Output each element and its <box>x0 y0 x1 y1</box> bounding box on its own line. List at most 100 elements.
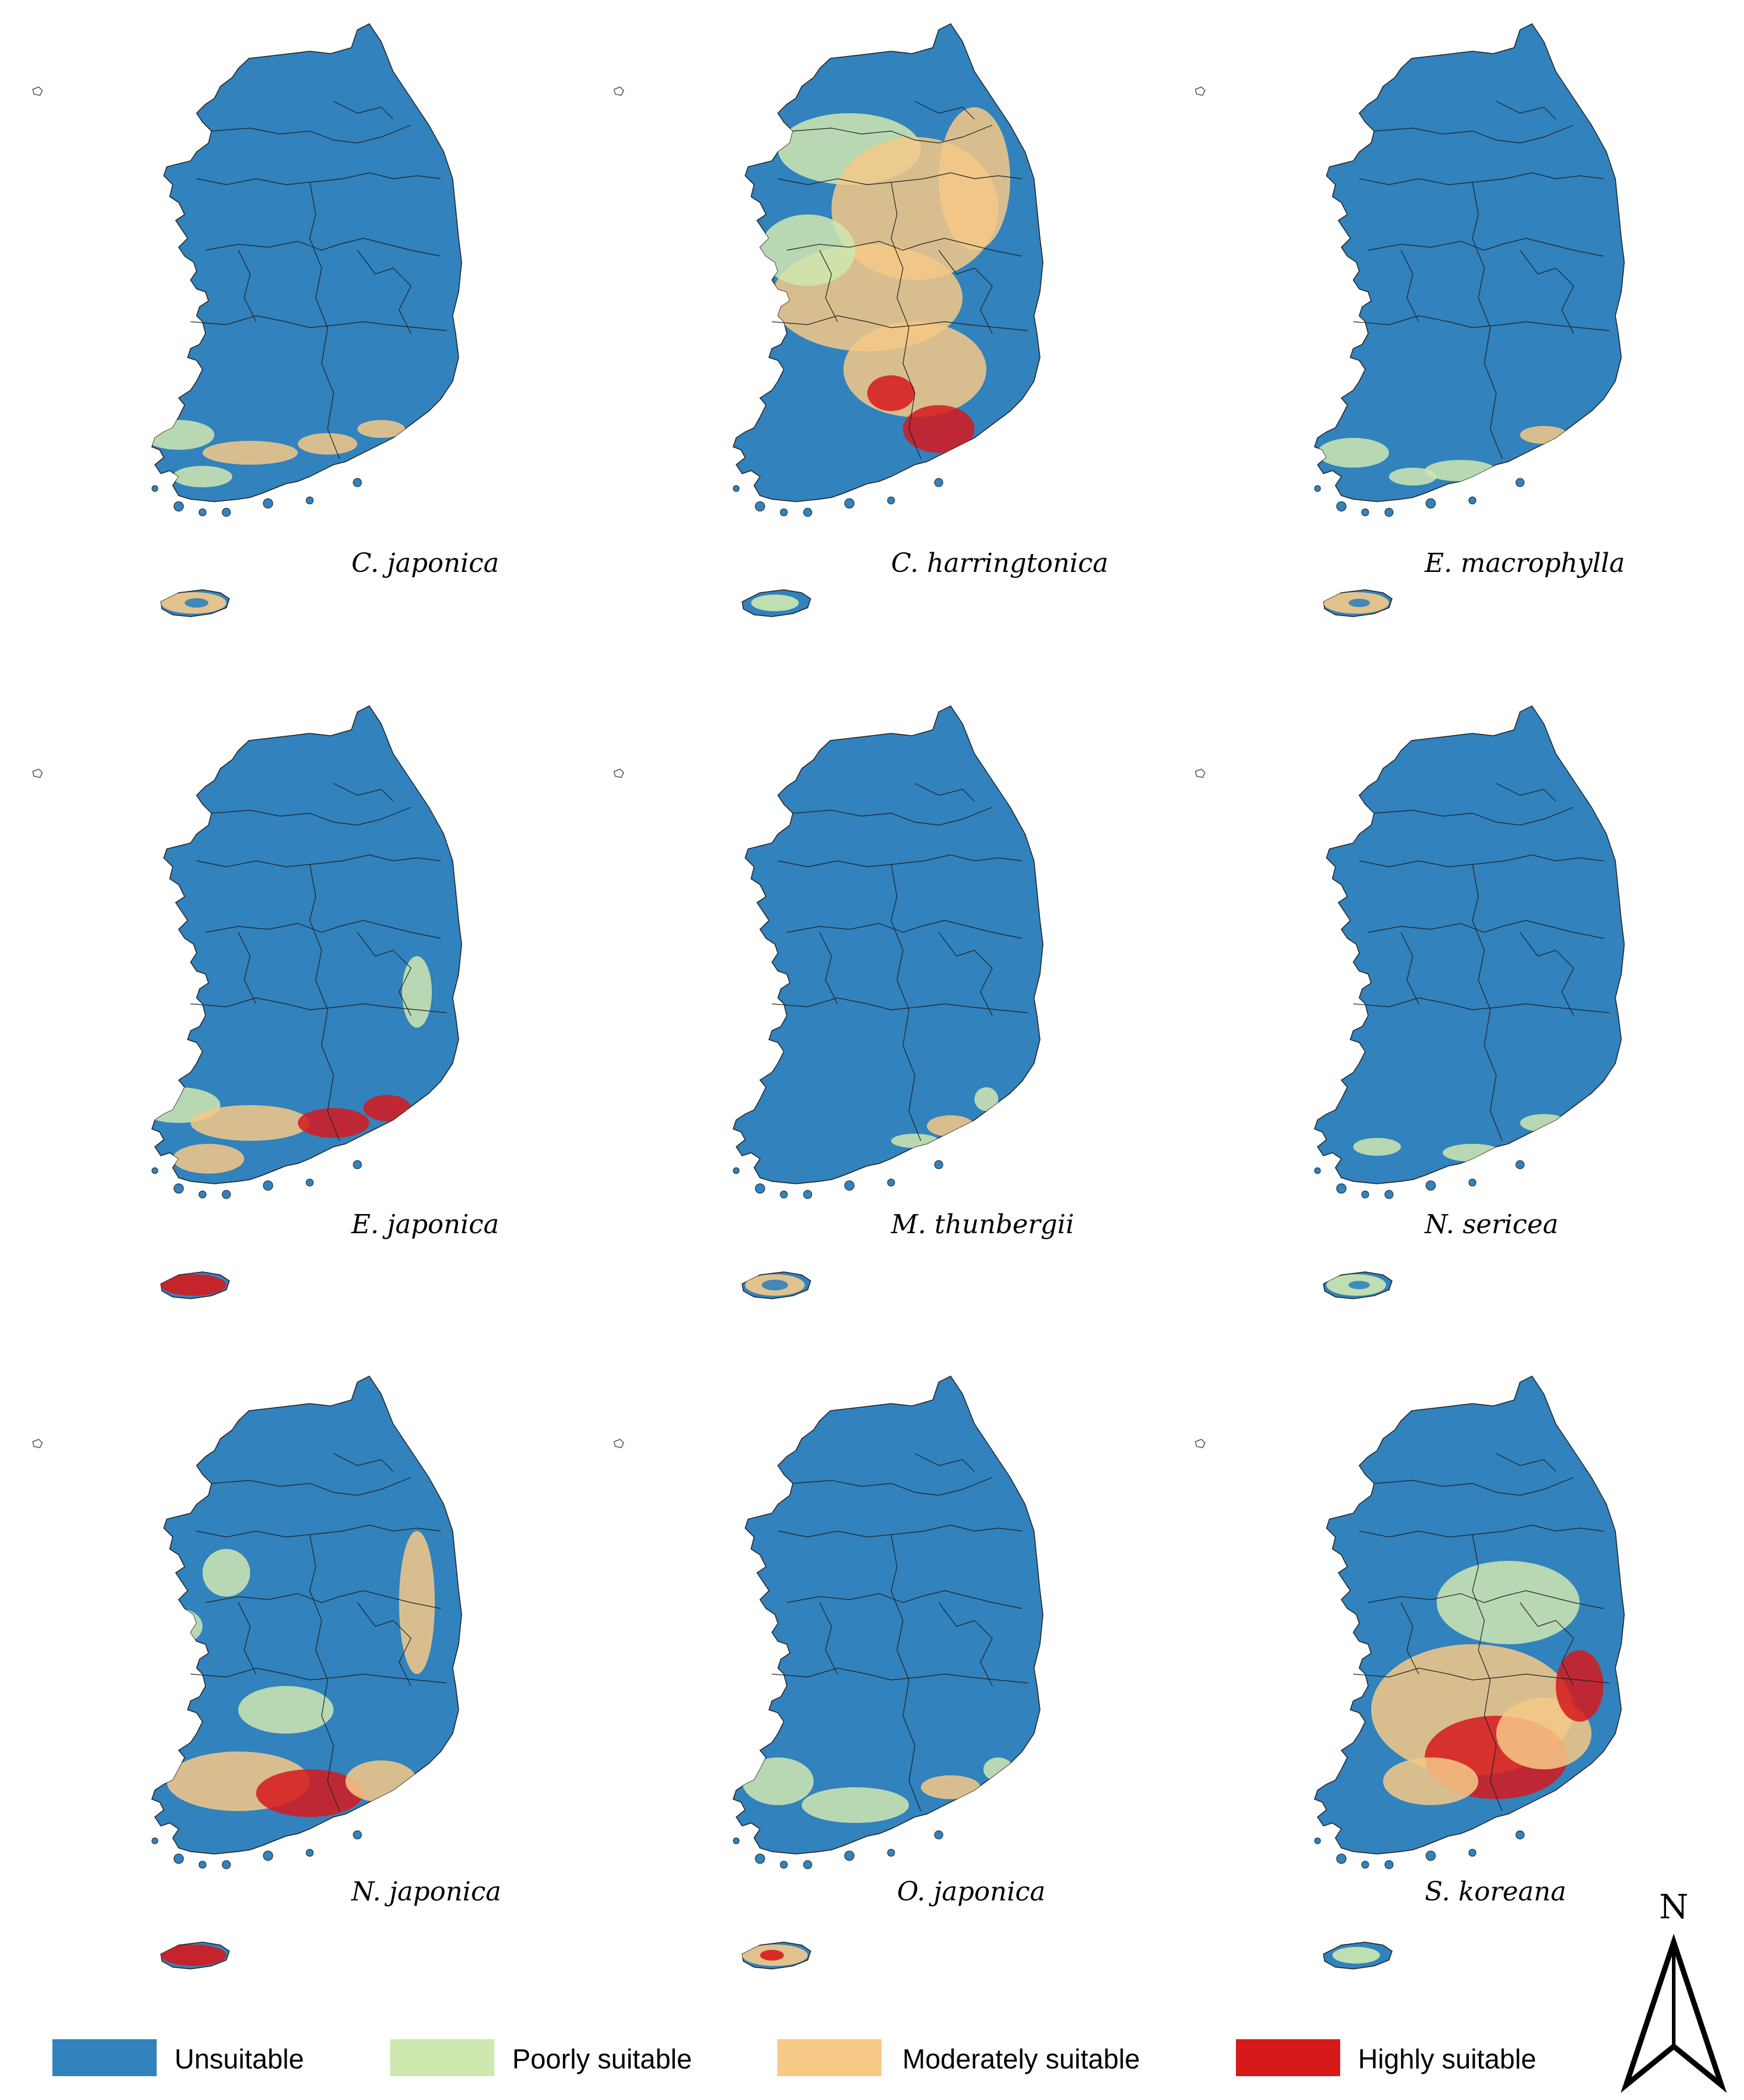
province-boundary <box>1368 238 1604 257</box>
island <box>198 1861 207 1869</box>
island <box>780 1190 788 1199</box>
legend-swatch <box>390 2039 494 2076</box>
province-boundary <box>205 238 441 257</box>
island <box>844 498 855 509</box>
suitability-area <box>173 1144 244 1174</box>
island <box>755 1853 765 1864</box>
species-label: M. thunbergii <box>891 1209 1075 1240</box>
province-boundary <box>1400 1602 1419 1675</box>
province-boundary <box>1496 101 1556 120</box>
map-panel-e-macrophylla: E. macrophylla <box>1163 0 1744 664</box>
province-boundary <box>333 1453 394 1472</box>
island <box>844 1180 855 1191</box>
island <box>1361 1190 1369 1199</box>
island <box>613 1439 624 1448</box>
island <box>1468 496 1477 505</box>
species-label: C. japonica <box>351 548 499 578</box>
province-boundary <box>1519 250 1574 334</box>
island <box>1361 508 1369 517</box>
suitability-area <box>1383 1757 1478 1805</box>
legend-label: Unsuitable <box>175 2043 304 2074</box>
island <box>613 769 624 778</box>
island <box>1336 1853 1347 1864</box>
korea-map <box>32 23 462 617</box>
island <box>306 1178 314 1187</box>
province-boundary <box>1400 250 1419 322</box>
province-boundary <box>777 854 1023 867</box>
island <box>1515 1830 1525 1840</box>
island <box>1425 1850 1436 1861</box>
suitability-area <box>867 375 915 411</box>
korea-map <box>1195 23 1625 617</box>
mainland-shape <box>151 705 462 1184</box>
suitability-area <box>1349 1281 1370 1289</box>
province-boundary <box>819 932 838 1004</box>
island <box>934 1830 943 1840</box>
island <box>306 1849 314 1857</box>
suitability-area <box>298 1108 369 1138</box>
province-boundary <box>238 1602 257 1675</box>
suitability-area <box>927 1115 974 1137</box>
province-boundary <box>309 863 340 1141</box>
island <box>755 501 765 512</box>
suitability-area <box>843 322 986 417</box>
island <box>1384 1860 1394 1869</box>
province-boundary <box>1472 181 1503 459</box>
island <box>1195 1439 1206 1448</box>
island <box>887 1849 895 1857</box>
province-boundary <box>333 101 394 120</box>
island <box>844 1850 855 1861</box>
province-boundary <box>938 250 993 334</box>
mainland-shape <box>1314 23 1625 502</box>
suitability-area <box>974 1087 998 1111</box>
suitability-area <box>256 1769 363 1817</box>
province-boundary <box>890 863 921 1141</box>
suitability-area <box>191 1105 310 1141</box>
island <box>32 86 43 96</box>
species-label: C. harringtonica <box>891 548 1108 578</box>
island <box>353 1830 362 1840</box>
island <box>1336 1183 1347 1194</box>
suitability-area <box>402 956 432 1028</box>
island <box>1195 769 1206 778</box>
province-boundary <box>819 1602 838 1675</box>
species-label: N. japonica <box>351 1877 502 1907</box>
province-boundary <box>1374 1477 1574 1496</box>
mainland-shape <box>733 1376 1044 1855</box>
suitability-area <box>399 1531 435 1674</box>
suitability-area <box>1556 1650 1603 1722</box>
suitability-area <box>983 1757 1013 1781</box>
province-boundary <box>786 238 1023 257</box>
suitability-area <box>1389 468 1437 486</box>
province-boundary <box>196 172 441 185</box>
island <box>934 1160 943 1169</box>
island <box>222 1860 231 1869</box>
suitability-area <box>161 1274 226 1296</box>
province-boundary <box>777 172 1023 185</box>
legend: Unsuitable Poorly suitable Moderately su… <box>0 2023 1744 2088</box>
province-boundary <box>771 997 1029 1013</box>
north-label: N <box>1659 1888 1689 1927</box>
korea-map <box>1195 705 1625 1299</box>
island <box>1314 1167 1321 1174</box>
province-boundary <box>771 315 1029 331</box>
island <box>803 1190 812 1199</box>
legend-swatch <box>52 2039 157 2076</box>
suitability-area <box>1349 599 1370 607</box>
suitability-area <box>161 1945 226 1966</box>
province-boundary <box>357 250 412 334</box>
map-panel-n-sericea: N. sericea <box>1163 682 1744 1346</box>
province-boundary <box>914 101 975 120</box>
province-boundary <box>1359 854 1604 867</box>
mainland-shape <box>151 23 462 502</box>
suitability-area <box>345 1760 417 1802</box>
map-panel-e-japonica: E. japonica <box>0 682 581 1346</box>
species-label: E. japonica <box>351 1209 499 1240</box>
island <box>222 1190 231 1199</box>
island <box>733 485 740 492</box>
province-boundary <box>309 181 340 459</box>
province-boundary <box>196 1525 441 1538</box>
island <box>263 1850 273 1861</box>
island <box>613 86 624 96</box>
suitability-area <box>1353 1138 1401 1156</box>
